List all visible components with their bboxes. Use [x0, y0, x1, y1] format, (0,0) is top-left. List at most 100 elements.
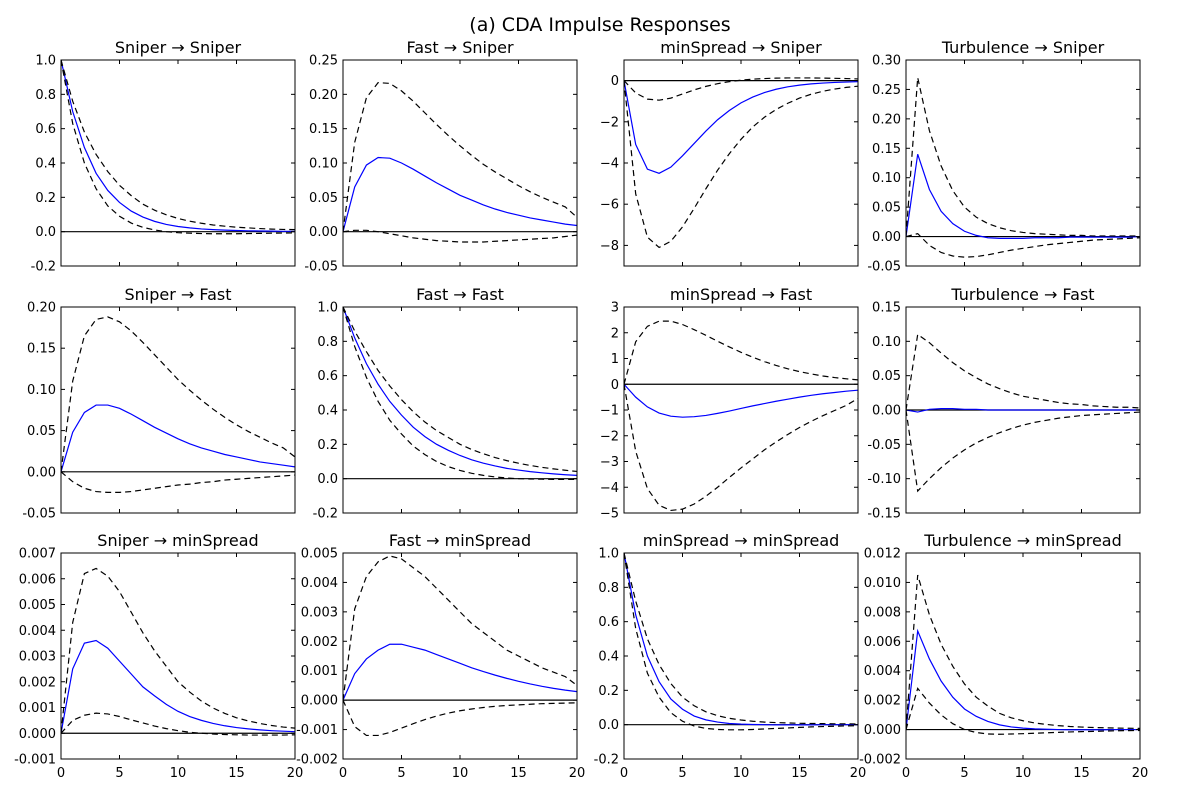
- series-lower-band: [906, 232, 1140, 258]
- y-tick-label: 0.15: [309, 122, 338, 137]
- y-tick-label: 0.05: [872, 369, 901, 384]
- x-tick-label: 5: [397, 766, 405, 781]
- panel-title: Turbulence → minSpread: [923, 531, 1122, 550]
- y-tick-label: 0.05: [27, 424, 56, 439]
- y-tick-label: 0.10: [27, 383, 56, 398]
- y-tick-label: 0.15: [872, 142, 901, 157]
- series-upper-band: [624, 320, 858, 385]
- series-response: [624, 553, 858, 726]
- y-tick-label: 0.004: [301, 576, 338, 591]
- panel-title: minSpread → Fast: [670, 285, 812, 304]
- series-upper-band: [61, 60, 295, 231]
- y-tick-label: 0.10: [872, 335, 901, 350]
- panel-title: Fast → Fast: [416, 285, 504, 304]
- x-tick-label: 5: [678, 766, 686, 781]
- series-response: [906, 408, 1140, 413]
- series-lower-band: [906, 409, 1140, 493]
- series-upper-band: [906, 333, 1140, 411]
- series-response: [624, 383, 858, 418]
- panel-title: minSpread → minSpread: [643, 531, 840, 550]
- series-lower-band: [61, 60, 295, 235]
- series-upper-band: [343, 307, 577, 473]
- panel-title: Sniper → Fast: [124, 285, 231, 304]
- y-tick-label: -0.15: [867, 507, 901, 522]
- series-lower-band: [61, 712, 295, 736]
- x-tick-label: 5: [115, 766, 123, 781]
- y-tick-label: 0.15: [27, 342, 56, 357]
- series-lower-band: [343, 699, 577, 737]
- y-tick-label: 0.30: [872, 54, 901, 69]
- y-tick-label: 0.0: [35, 225, 56, 240]
- y-tick-label: 0.005: [301, 547, 338, 562]
- series-lower-band: [61, 471, 295, 493]
- y-tick-label: 3: [611, 301, 619, 316]
- y-tick-label: -0.05: [867, 260, 901, 275]
- series-upper-band: [61, 316, 295, 472]
- panel-turbulence-to-minspread: Turbulence → minSpread -0.002 0.000 0.002 0.…: [859, 531, 1148, 781]
- series-response: [906, 153, 1140, 239]
- y-tick-label: 0.006: [19, 572, 56, 587]
- y-tick-label: -0.10: [867, 472, 901, 487]
- series-lower-band: [343, 307, 577, 480]
- plot-frame: [905, 59, 1141, 267]
- y-tick-label: −4: [600, 481, 619, 496]
- plot-frame: [623, 306, 859, 514]
- y-tick-label: 0.4: [598, 650, 619, 665]
- panel-turbulence-to-sniper: Turbulence → Sniper -0.05 0.00 0.05 0.10 0.15…: [867, 38, 1141, 275]
- y-tick-label: −2: [600, 115, 619, 130]
- y-tick-label: 0.25: [872, 83, 901, 98]
- panel-title: Turbulence → Fast: [950, 285, 1094, 304]
- y-tick-label: 0.002: [19, 675, 56, 690]
- y-tick-label: 0.00: [872, 230, 901, 245]
- y-tick-label: −2: [600, 429, 619, 444]
- y-tick-label: -0.002: [859, 753, 901, 768]
- y-tick-label: -0.05: [867, 438, 901, 453]
- series-upper-band: [906, 77, 1140, 237]
- panel-minspread-to-sniper: minSpread → Sniper −8 −6 −4 −2 0: [600, 38, 859, 267]
- series-response: [61, 60, 295, 232]
- plot-frame: [60, 59, 296, 267]
- y-tick-label: 0.00: [872, 404, 901, 419]
- x-tick-label: 15: [791, 766, 808, 781]
- panel-title: Sniper → minSpread: [97, 531, 258, 550]
- y-tick-label: -0.05: [22, 507, 56, 522]
- y-tick-label: 0.002: [301, 635, 338, 650]
- panel-sniper-to-sniper: Sniper → Sniper -0.2 0.0 0.2 0.4 0.6 0.8 1.0: [31, 38, 296, 275]
- series-upper-band: [343, 82, 577, 232]
- y-tick-label: 0.008: [864, 605, 901, 620]
- y-tick-label: 0.10: [872, 171, 901, 186]
- y-tick-label: 0.001: [301, 664, 338, 679]
- plot-frame: [60, 306, 296, 514]
- y-tick-label: 0.003: [19, 650, 56, 665]
- panel-fast-to-minspread: Fast → minSpread -0.002 -0.001 0.000 0.001 0.…: [296, 531, 585, 781]
- plot-frame: [623, 59, 859, 267]
- x-tick-label: 10: [452, 766, 469, 781]
- y-tick-label: 0.005: [19, 598, 56, 613]
- y-tick-label: -0.05: [304, 260, 338, 275]
- y-tick-label: −4: [600, 157, 619, 172]
- x-tick-label: 5: [960, 766, 968, 781]
- x-tick-label: 15: [510, 766, 527, 781]
- y-tick-label: 1.0: [35, 54, 56, 69]
- y-tick-label: −8: [600, 239, 619, 254]
- y-tick-label: -0.001: [14, 753, 56, 768]
- y-tick-label: -0.2: [31, 260, 56, 275]
- y-tick-label: 0.6: [35, 122, 56, 137]
- x-tick-label: 0: [339, 766, 347, 781]
- x-tick-label: 15: [228, 766, 245, 781]
- y-tick-label: 0: [611, 378, 619, 393]
- y-tick-label: 0.8: [35, 88, 56, 103]
- y-tick-label: 0.00: [27, 465, 56, 480]
- y-tick-label: 0.20: [872, 112, 901, 127]
- y-tick-label: 0.000: [864, 723, 901, 738]
- x-tick-label: 0: [57, 766, 65, 781]
- panel-minspread-to-minspread: minSpread → minSpread -0.2 0.0 0.2 0.4 0.6 0.8…: [594, 531, 867, 781]
- series-response: [906, 628, 1140, 731]
- y-tick-label: 0.15: [872, 301, 901, 316]
- x-tick-label: 10: [170, 766, 187, 781]
- y-tick-label: 0.004: [19, 624, 56, 639]
- panel-title: Fast → minSpread: [389, 531, 531, 550]
- series-lower-band: [906, 687, 1140, 735]
- series-response: [624, 80, 858, 174]
